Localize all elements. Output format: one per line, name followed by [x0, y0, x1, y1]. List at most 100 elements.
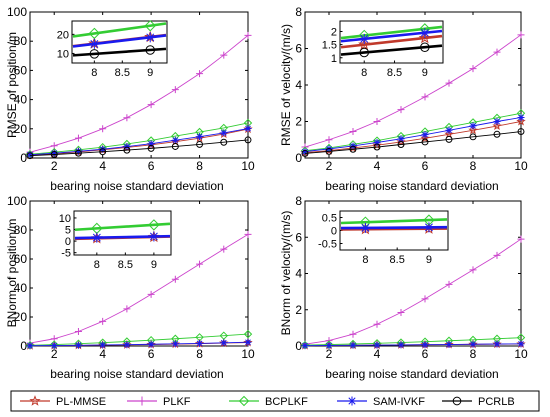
data-point-sam-ivkf: [74, 341, 82, 349]
x-tick-label: 10: [241, 159, 255, 173]
data-point-bcplkf: [219, 331, 228, 340]
data-point-pcrlb-shape: [220, 138, 228, 146]
y-tick-label: 6: [295, 230, 302, 244]
data-point-pcrlb: [493, 130, 501, 138]
data-point-sam-ivkf-shape: [469, 122, 477, 130]
data-point-sam-ivkf: [171, 136, 179, 144]
inset-data-point-sam-ivkf-shape: [360, 222, 371, 233]
data-point-sam-ivkf-shape: [493, 118, 501, 125]
data-point-plkf-shape: [469, 65, 477, 73]
y-tick-label: 0: [295, 151, 302, 165]
inset-y-tick-label: 10: [59, 213, 71, 225]
series-line-pl-mmse: [29, 128, 249, 156]
data-point-plkf: [74, 328, 82, 335]
data-point-plkf-shape: [421, 93, 429, 101]
legend-label: PLKF: [163, 396, 191, 408]
data-point-plkf: [349, 128, 357, 136]
data-point-pcrlb-shape: [74, 149, 82, 157]
data-point-plkf: [74, 134, 82, 142]
y-tick-label: 0: [295, 339, 302, 353]
inset-x-tick-label: 8.5: [387, 67, 402, 79]
data-point-sam-ivkf: [171, 340, 179, 348]
data-point-plkf: [373, 118, 381, 125]
data-point-plkf: [421, 93, 429, 101]
y-axis-label: BNorm of position/m: [5, 219, 19, 328]
data-point-plkf: [493, 251, 501, 259]
inset-data-point-bcplkf-shape: [148, 219, 160, 231]
data-point-pcrlb: [397, 141, 405, 148]
legend-label: BCPLKF: [265, 396, 308, 408]
data-point-pcrlb-shape: [301, 149, 309, 157]
inset-data-point-sam-ivkf-shape: [89, 38, 100, 49]
data-point-plkf-shape: [325, 136, 333, 144]
data-point-plkf: [445, 79, 453, 87]
series-line-plkf: [304, 34, 522, 148]
inset-data-point-pcrlb-shape: [359, 47, 369, 58]
data-point-sam-ivkf-shape: [493, 340, 501, 348]
data-point-plkf: [373, 320, 381, 328]
legend-marker-shape: [452, 396, 462, 406]
legend-label: SAM-IVKF: [373, 396, 425, 408]
series-line-sam-ivkf: [304, 343, 522, 347]
data-point-plkf-shape: [397, 106, 405, 114]
inset-data-point-pcrlb-shape: [420, 42, 430, 52]
data-point-pcrlb-shape: [147, 144, 155, 152]
data-point-sam-ivkf: [99, 341, 107, 349]
data-point-pcrlb: [325, 147, 333, 155]
data-point-sam-ivkf: [445, 126, 453, 134]
inset-y-tick-label: 5: [65, 225, 71, 237]
inset-y-tick-label: 0: [331, 226, 337, 238]
series-line-bcplkf: [304, 112, 522, 152]
x-tick-label: 10: [241, 347, 255, 361]
data-point-sam-ivkf-shape: [469, 340, 477, 348]
data-point-sam-ivkf: [50, 342, 58, 350]
inset-y-tick-label: 2: [331, 27, 337, 39]
data-point-plkf-shape: [373, 118, 381, 125]
data-point-plkf: [99, 317, 107, 325]
y-tick-label: 4: [295, 78, 302, 92]
chart-panel-top-right: 2 4 6 8 10 0 2 4 6 8 bearing noise standard deviat…: [279, 5, 528, 193]
inset-series-line-bcplkf: [74, 222, 171, 232]
data-point-pcrlb-shape: [99, 148, 107, 156]
legend-box: [10, 390, 540, 412]
data-point-sam-ivkf: [244, 125, 252, 133]
data-point-sam-ivkf: [421, 131, 429, 139]
inset-series-line-pl-mmse: [340, 34, 443, 49]
data-point-pcrlb: [349, 145, 357, 153]
y-axis-label: RMSE of position/m: [5, 32, 19, 138]
data-point-sam-ivkf-shape: [220, 129, 228, 137]
data-point-pcrlb: [147, 144, 155, 152]
data-point-pcrlb-shape: [517, 128, 525, 136]
data-point-plkf: [493, 48, 501, 56]
data-point-sam-ivkf: [517, 340, 525, 348]
x-axis-label: bearing noise standard deviation: [50, 367, 223, 381]
data-point-pcrlb-shape: [50, 151, 58, 158]
y-tick-label: 8: [295, 194, 302, 208]
legend-marker: [29, 395, 41, 406]
data-point-pcrlb-shape: [123, 146, 131, 154]
y-tick-label: 0: [20, 151, 27, 165]
data-point-sam-ivkf-shape: [50, 342, 58, 350]
inset-data-point-sam-ivkf-shape: [91, 232, 102, 243]
data-point-pcrlb-shape: [349, 145, 357, 153]
inset-x-tick-label: 9: [151, 259, 157, 271]
series-line-sam-ivkf: [304, 117, 522, 153]
inset-data-point-sam-ivkf-shape: [359, 33, 370, 44]
inset-data-point-pl-mmse: [418, 31, 431, 44]
data-point-sam-ivkf: [26, 151, 34, 159]
x-tick-label: 10: [514, 159, 528, 173]
data-point-plkf-shape: [123, 305, 131, 313]
inset-data-point-sam-ivkf: [360, 222, 371, 233]
inset-plot: 8 8.5 9 10 20: [57, 20, 168, 79]
data-point-pcrlb: [123, 146, 131, 154]
data-point-sam-ivkf: [123, 341, 131, 349]
data-point-sam-ivkf: [445, 341, 453, 349]
data-point-plkf: [147, 101, 155, 109]
data-point-plkf-shape: [99, 317, 107, 325]
inset-x-tick-label: 9: [147, 67, 153, 79]
data-point-sam-ivkf-shape: [397, 135, 405, 143]
x-tick-label: 4: [99, 159, 106, 173]
legend-label: PL-MMSE: [56, 396, 106, 408]
data-point-plkf-shape: [445, 79, 453, 87]
